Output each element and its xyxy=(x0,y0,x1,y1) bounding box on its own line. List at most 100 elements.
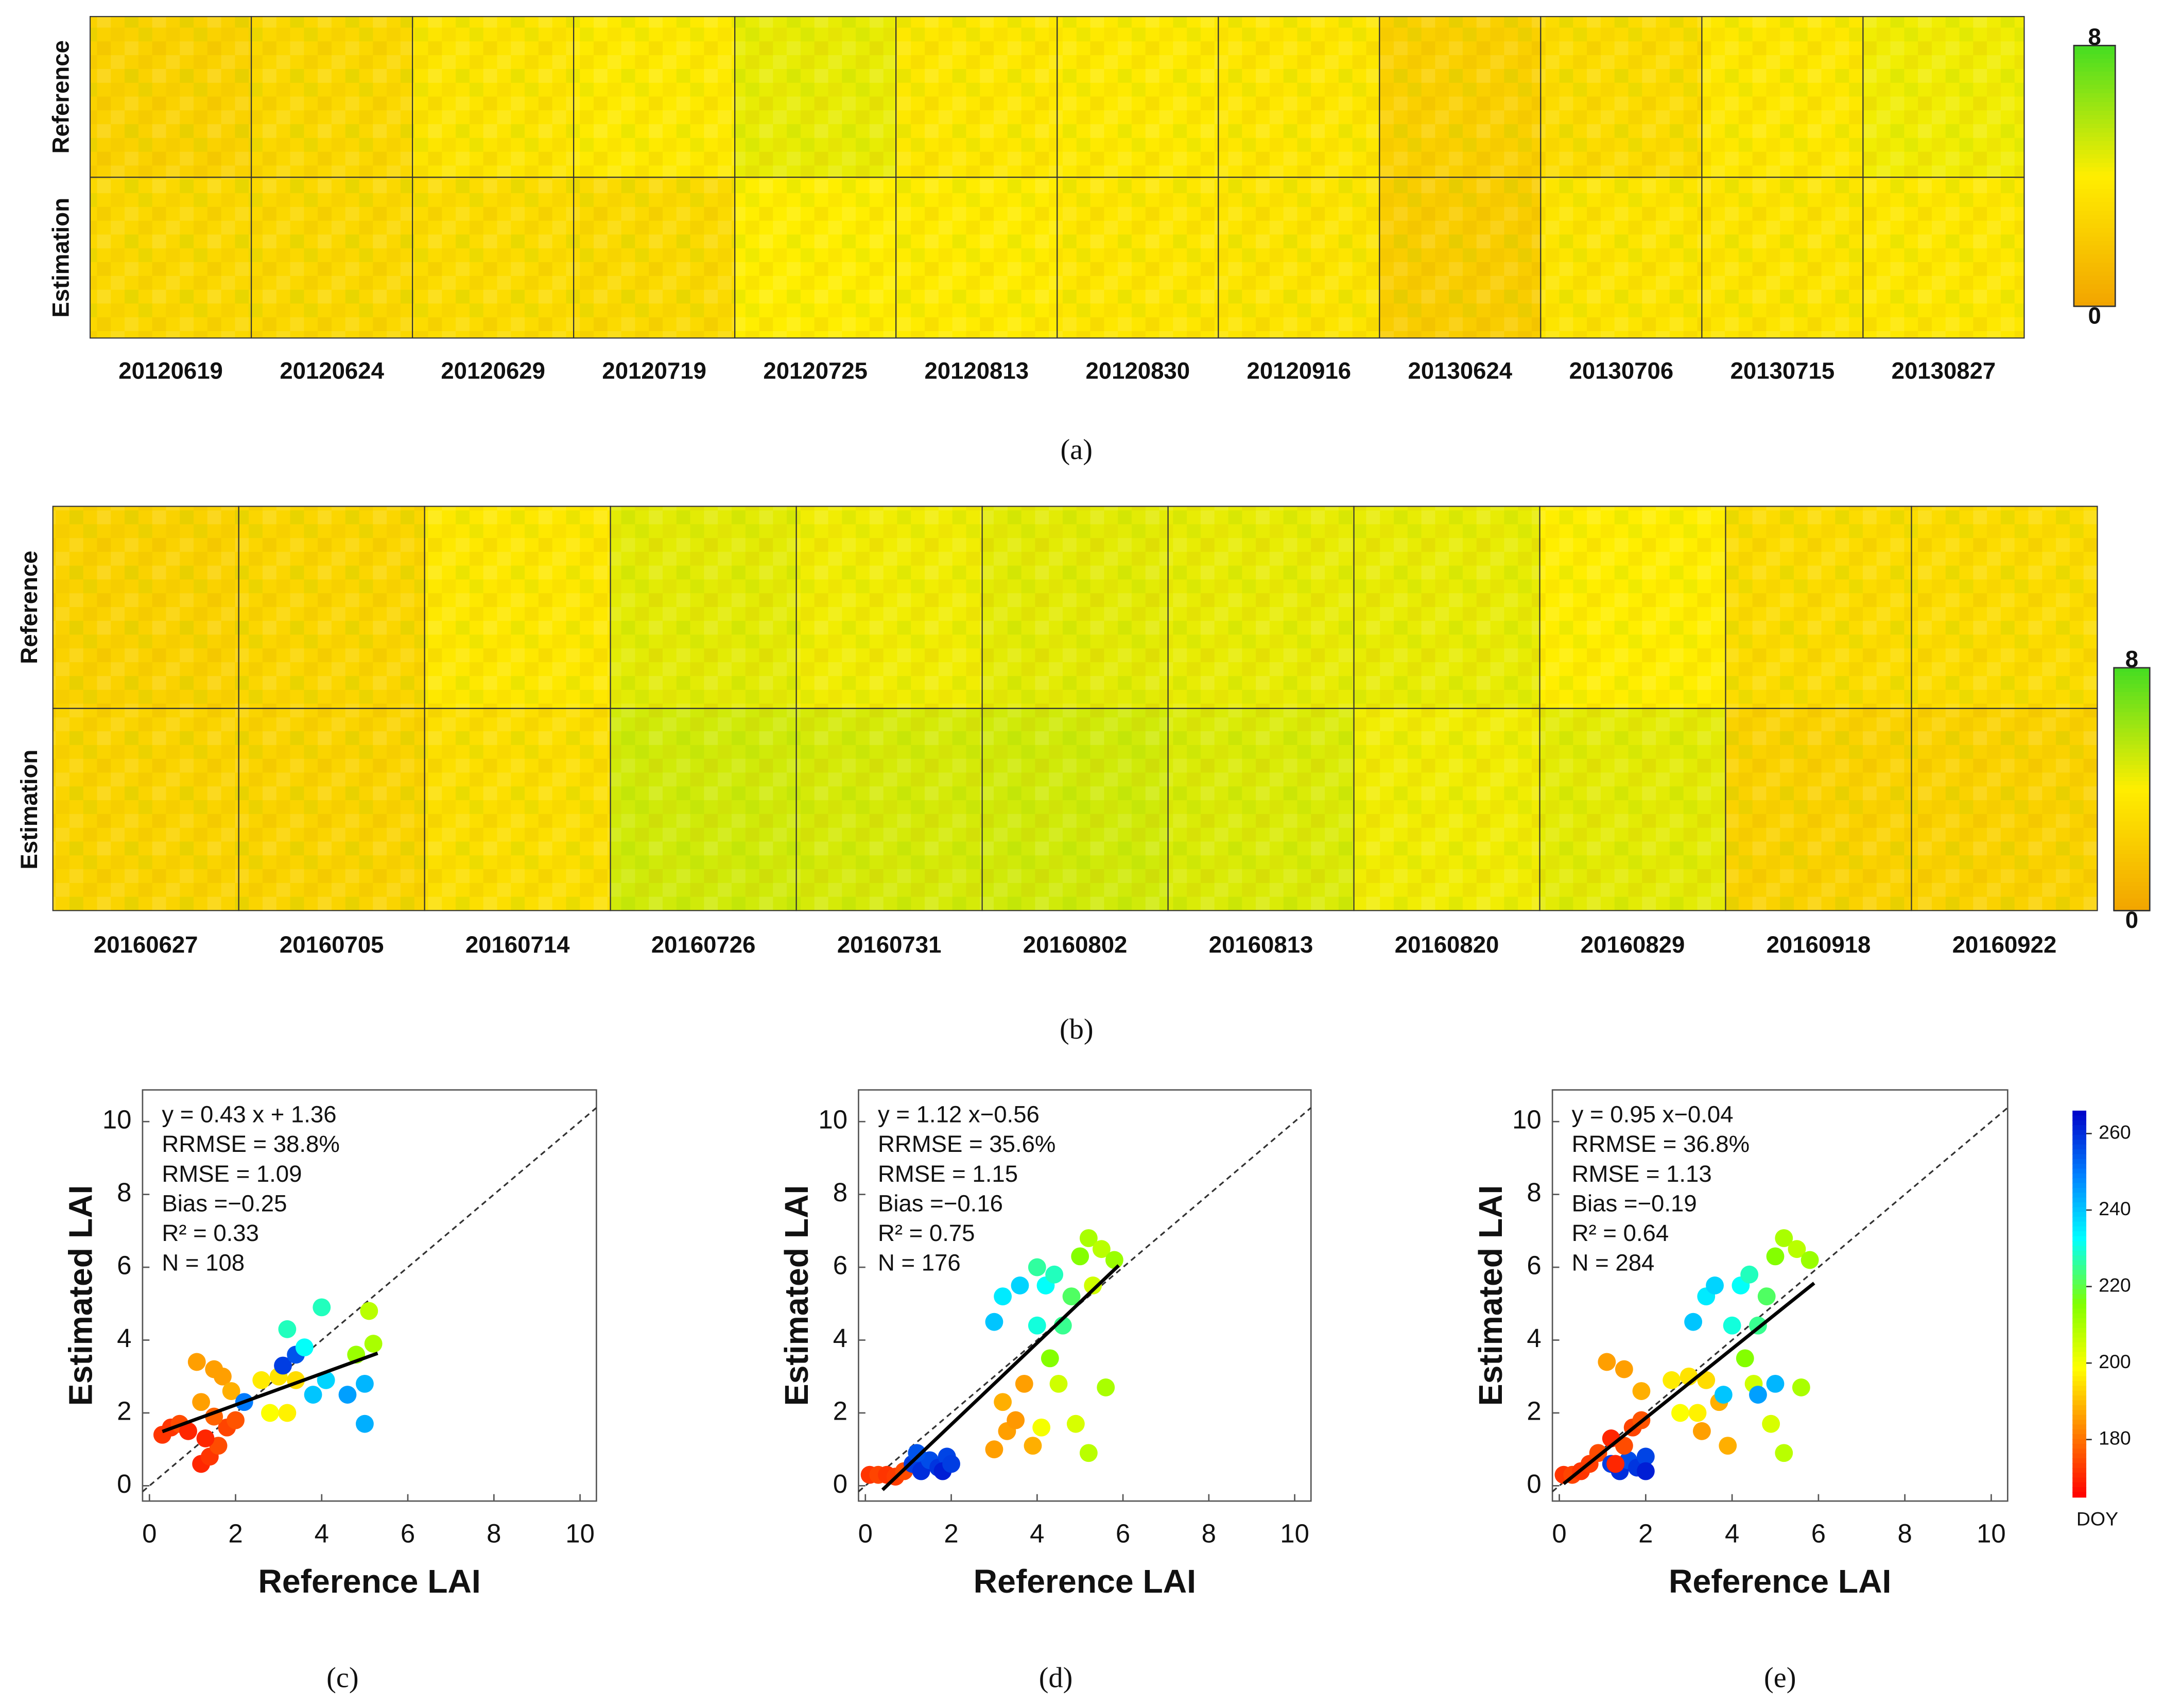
y-tick-label: 6 xyxy=(1527,1251,1541,1280)
colorbar-slice xyxy=(2114,834,2150,839)
colorbar-slice xyxy=(2073,149,2116,155)
colorbar-slice xyxy=(2114,688,2150,693)
colorbar-slice xyxy=(2072,1347,2087,1353)
colorbar-slice xyxy=(2073,211,2116,216)
colorbar-slice xyxy=(2073,106,2116,112)
point xyxy=(179,1422,197,1440)
colorbar-slice xyxy=(2073,97,2116,103)
colorbar-tick-label: 0 xyxy=(2125,907,2138,933)
colorbar-slice xyxy=(2072,1443,2087,1450)
colorbar-slice xyxy=(2073,215,2116,220)
colorbar-slice xyxy=(2073,202,2116,208)
colorbar-slice xyxy=(2072,1482,2087,1488)
point xyxy=(1757,1287,1776,1306)
colorbar-slice xyxy=(2073,245,2116,251)
row-label: Reference xyxy=(48,40,74,153)
date-label: 20160820 xyxy=(1395,931,1499,958)
y-tick-label: 6 xyxy=(117,1251,131,1280)
colorbar-slice xyxy=(2073,158,2116,164)
cell-texture xyxy=(1539,708,1726,911)
x-tick-label: 2 xyxy=(228,1519,243,1548)
y-tick-label: 10 xyxy=(1512,1105,1542,1134)
colorbar-slice xyxy=(2114,882,2150,887)
colorbar-slice xyxy=(2073,297,2116,303)
cell-texture xyxy=(1540,177,1703,339)
colorbar-slice xyxy=(2072,1303,2087,1309)
date-label: 20130706 xyxy=(1569,357,1674,384)
colorbar-slice xyxy=(2114,777,2150,782)
colorbar-slice xyxy=(2114,773,2150,778)
colorbar-slice xyxy=(2114,704,2150,709)
y-tick-label: 8 xyxy=(117,1178,131,1207)
point xyxy=(1071,1247,1089,1266)
date-label: 20160922 xyxy=(1952,931,2057,958)
row-label: Reference xyxy=(16,550,42,664)
colorbar-slice xyxy=(2072,1202,2087,1208)
colorbar-slice xyxy=(2114,756,2150,762)
colorbar-slice xyxy=(2073,115,2116,120)
stat-annotation: y = 0.43 x + 1.36 xyxy=(162,1101,336,1128)
point xyxy=(1766,1374,1785,1393)
colorbar-slice xyxy=(2072,1333,2087,1338)
colorbar-slice xyxy=(2114,862,2150,867)
colorbar-slice xyxy=(2072,1357,2087,1362)
date-label: 20130827 xyxy=(1892,357,1996,384)
colorbar-slice xyxy=(2073,232,2116,238)
colorbar-slice xyxy=(2073,284,2116,290)
point xyxy=(994,1287,1012,1306)
point xyxy=(1671,1404,1689,1422)
colorbar-slice xyxy=(2114,825,2150,831)
cell-texture xyxy=(1701,16,1864,178)
colorbar-slice xyxy=(2073,102,2116,107)
x-tick-label: 0 xyxy=(858,1519,873,1548)
colorbar-slice xyxy=(2072,1274,2087,1281)
colorbar-slice xyxy=(2072,1414,2087,1421)
point xyxy=(1697,1371,1716,1389)
colorbar-slice xyxy=(2073,84,2116,90)
colorbar-slice xyxy=(2072,1110,2087,1116)
cell-texture xyxy=(610,708,797,911)
colorbar-slice xyxy=(2114,736,2150,741)
colorbar-slice xyxy=(2072,1250,2087,1256)
point xyxy=(1045,1265,1064,1284)
point xyxy=(1105,1251,1123,1269)
caption: (b) xyxy=(1060,1013,1094,1045)
colorbar-slice xyxy=(2073,171,2116,177)
y-tick-label: 8 xyxy=(1527,1178,1541,1207)
point xyxy=(356,1374,374,1393)
colorbar-slice xyxy=(2073,184,2116,190)
y-axis-label: Estimated LAI xyxy=(62,1185,99,1406)
colorbar-slice xyxy=(2073,72,2116,77)
colorbar-slice xyxy=(2072,1342,2087,1348)
point xyxy=(338,1386,357,1404)
colorbar-tick-label: 0 xyxy=(2088,302,2101,329)
point xyxy=(1775,1444,1793,1462)
colorbar-slice xyxy=(2114,680,2150,685)
cell-texture xyxy=(1353,506,1540,709)
colorbar-slice xyxy=(2114,684,2150,689)
colorbar-slice xyxy=(2073,241,2116,246)
colorbar-slice xyxy=(2114,837,2150,843)
colorbar-slice xyxy=(2114,850,2150,855)
cell-texture xyxy=(238,506,425,709)
cell-texture xyxy=(795,506,983,709)
x-tick-label: 6 xyxy=(1811,1519,1826,1548)
point xyxy=(356,1414,374,1433)
date-label: 20160802 xyxy=(1023,931,1128,958)
y-tick-label: 0 xyxy=(833,1469,847,1498)
colorbar-slice xyxy=(2114,716,2150,721)
point xyxy=(908,1444,926,1462)
plot-frame xyxy=(858,1089,1312,1502)
y-axis-label: Estimated LAI xyxy=(1472,1185,1509,1406)
colorbar-slice xyxy=(2114,902,2150,907)
point xyxy=(1736,1349,1754,1368)
colorbar-slice xyxy=(2072,1361,2087,1368)
point xyxy=(1079,1229,1098,1247)
colorbar-slice xyxy=(2114,801,2150,806)
colorbar-slice xyxy=(2073,302,2116,307)
fit-line xyxy=(881,1264,1120,1491)
colorbar-slice xyxy=(2114,898,2150,903)
colorbar-slice xyxy=(2072,1318,2087,1324)
cell-texture xyxy=(1911,708,2098,911)
colorbar-slice xyxy=(2072,1390,2087,1396)
